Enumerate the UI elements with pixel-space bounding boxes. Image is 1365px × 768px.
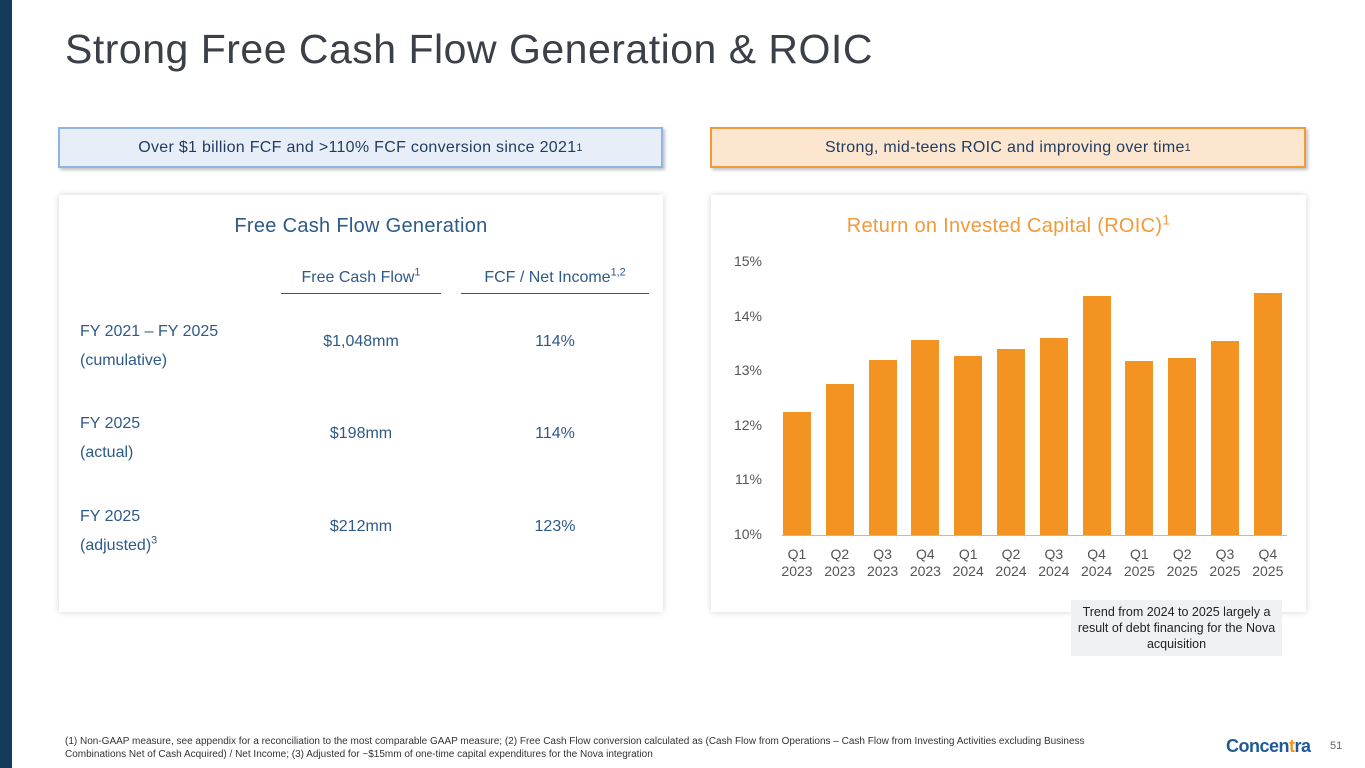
row-label: FY 2025 (adjusted)3 [80, 508, 158, 554]
bar-q2-2025 [1168, 357, 1197, 535]
row-label: FY 2021 – FY 2025 (cumulative) [80, 323, 219, 369]
trend-note: Trend from 2024 to 2025 largely a result… [1071, 600, 1282, 656]
bar-q3-2025 [1211, 341, 1239, 535]
fcf-value: $212mm [329, 518, 393, 535]
fcf-card: Free Cash Flow Generation Free Cash Flow… [59, 195, 663, 612]
sidebar-accent [0, 0, 12, 768]
callout-text: Strong, mid-teens ROIC and improving ove… [824, 138, 1185, 156]
col-header-ratio: FCF / Net Income1,2 [461, 267, 649, 294]
bar-q2-2024 [997, 349, 1025, 535]
bar-q1-2025 [1125, 360, 1154, 535]
x-tick-label: Q4 2023 [909, 546, 941, 579]
roic-callout: Strong, mid-teens ROIC and improving ove… [710, 127, 1306, 168]
bar-q1-2024 [954, 355, 983, 535]
bar-q4-2025 [1253, 293, 1282, 535]
bar-q2-2023 [825, 383, 854, 535]
y-tick-label: 10% [733, 526, 762, 542]
x-tick-label: Q1 2024 [952, 546, 984, 579]
fcf-title: Free Cash Flow Generation [234, 215, 488, 237]
ratio-value: 114% [535, 425, 575, 442]
fcf-value: $198mm [329, 425, 393, 442]
bar-q4-2023 [911, 340, 940, 535]
row-label: FY 2025 (actual) [80, 415, 141, 461]
y-tick-label: 11% [735, 471, 762, 488]
x-tick-label: Q3 2023 [867, 546, 899, 579]
page-number: 51 [1330, 740, 1343, 752]
x-tick-label: Q3 2025 [1209, 546, 1241, 579]
y-tick-label: 14% [733, 307, 762, 324]
col-header-fcf: Free Cash Flow1 [281, 267, 441, 294]
fcf-value: $1,048mm [323, 333, 399, 350]
x-tick-label: Q1 2025 [1123, 546, 1155, 579]
x-axis-line [782, 535, 1287, 536]
callout-text: Over $1 billion FCF and >110% FCF conver… [138, 138, 577, 156]
bar-q4-2024 [1082, 295, 1111, 535]
y-tick-label: 12% [733, 416, 762, 433]
x-tick-label: Q3 2024 [1038, 546, 1070, 579]
page-title: Strong Free Cash Flow Generation & ROIC [65, 26, 873, 72]
x-tick-label: Q4 2025 [1252, 546, 1284, 579]
x-tick-label: Q2 2025 [1166, 546, 1198, 579]
x-tick-label: Q2 2024 [995, 546, 1027, 579]
bar-q1-2023 [783, 412, 811, 535]
ratio-value: 114% [535, 333, 575, 350]
footnotes: (1) Non-GAAP measure, see appendix for a… [65, 736, 1085, 760]
bar-q3-2023 [868, 360, 897, 535]
x-tick-label: Q2 2023 [824, 546, 856, 579]
y-tick-label: 15% [733, 253, 762, 269]
x-tick-label: Q4 2024 [1081, 546, 1113, 579]
y-tick-label: 13% [733, 362, 762, 379]
bar-q3-2024 [1039, 338, 1068, 535]
ratio-value: 123% [534, 518, 576, 535]
concentra-logo: Concentra [1226, 736, 1311, 756]
chart-title: Return on Invested Capital (ROIC)1 [846, 212, 1171, 237]
fcf-callout: Over $1 billion FCF and >110% FCF conver… [58, 127, 663, 168]
x-tick-label: Q1 2023 [781, 546, 813, 579]
